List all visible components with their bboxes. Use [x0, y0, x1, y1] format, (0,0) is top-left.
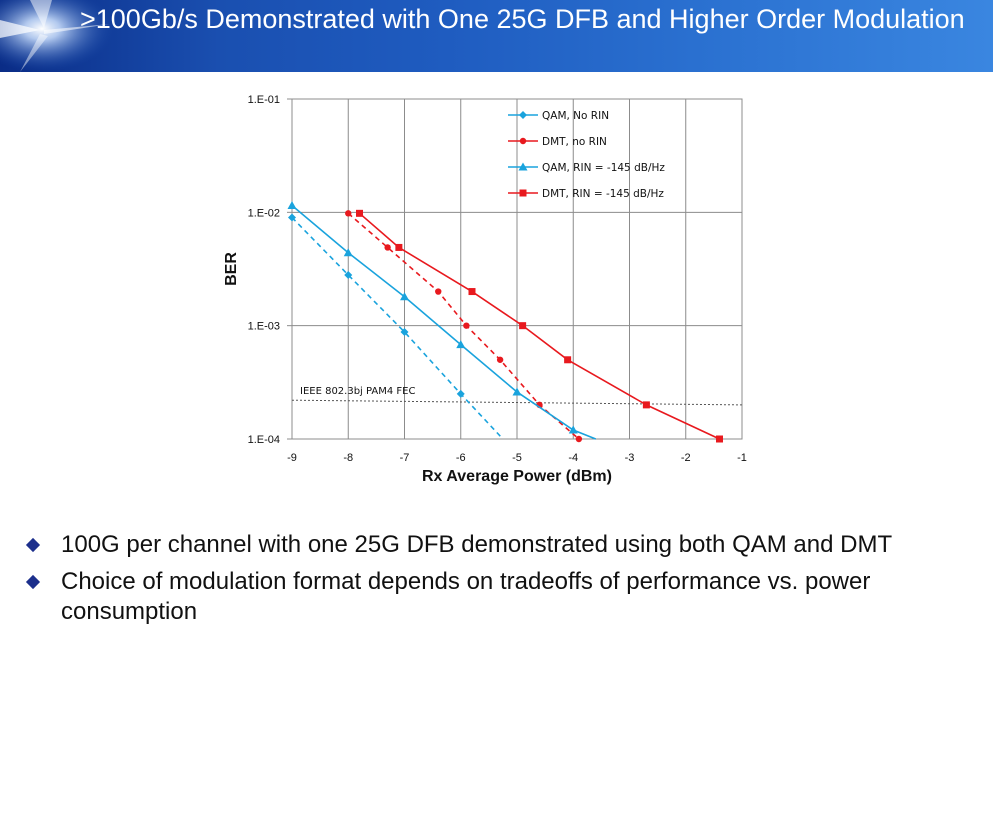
data-point — [564, 356, 572, 364]
x-tick-label: -5 — [512, 452, 522, 464]
x-tick-label: -3 — [625, 452, 635, 464]
x-tick-label: -2 — [681, 452, 691, 464]
x-tick-label: -4 — [568, 452, 578, 464]
legend-label: DMT, no RIN — [542, 136, 607, 148]
legend-marker — [519, 111, 527, 119]
chart-legend: QAM, No RIN DMT, no RIN QAM, RIN = -145 dB… — [508, 110, 665, 200]
slide-title: >100Gb/s Demonstrated with One 25G DFB a… — [80, 4, 965, 34]
data-point — [384, 244, 391, 251]
bullet-item: 100G per channel with one 25G DFB demons… — [24, 530, 984, 560]
x-tick-label: -1 — [737, 452, 747, 464]
data-point — [356, 209, 363, 217]
bullet-item: Choice of modulation format depends on t… — [24, 567, 984, 627]
fec-threshold-label: IEEE 802.3bj PAM4 FEC — [300, 386, 415, 397]
data-point — [468, 288, 476, 296]
x-axis-label: Rx Average Power (dBm) — [422, 468, 612, 485]
series-line — [291, 216, 504, 440]
chart-series — [287, 200, 723, 443]
series-2 — [287, 200, 597, 440]
series-0 — [288, 213, 504, 440]
data-point — [456, 340, 466, 349]
data-point — [463, 322, 470, 329]
fec-threshold: IEEE 802.3bj PAM4 FEC — [291, 386, 743, 406]
data-point — [642, 401, 650, 409]
data-point — [496, 356, 504, 363]
data-point — [519, 322, 527, 330]
x-tick-label: -6 — [456, 452, 466, 464]
legend-marker — [519, 189, 527, 197]
data-point — [344, 270, 353, 279]
y-tick-label: 1.E-01 — [248, 94, 280, 106]
data-point — [400, 292, 409, 301]
diamond-bullet-icon — [25, 574, 41, 590]
bullet-list: 100G per channel with one 25G DFB demons… — [24, 530, 984, 634]
data-point — [288, 213, 296, 222]
y-tick-label: 1.E-02 — [248, 207, 280, 219]
x-tick-label: -7 — [400, 452, 410, 464]
starburst-logo-icon — [0, 0, 120, 72]
tick-labels: -9 -8 -7 -6 -5 -4 -3 -2 -1 1.E-04 1.E-03 1.E-02 1.E-… — [248, 94, 747, 464]
data-point — [395, 243, 403, 251]
data-point — [343, 248, 353, 257]
legend-marker — [518, 162, 528, 171]
data-point — [716, 435, 723, 443]
data-point — [287, 200, 297, 209]
data-point — [456, 389, 465, 398]
series-3 — [356, 209, 723, 443]
y-tick-label: 1.E-04 — [248, 434, 280, 446]
title-bar: >100Gb/s Demonstrated with One 25G DFB a… — [0, 0, 993, 72]
fec-threshold-line — [291, 399, 743, 406]
chart-grid — [287, 98, 743, 440]
legend-marker — [519, 137, 527, 145]
data-point — [345, 210, 352, 217]
legend-label: DMT, RIN = -145 dB/Hz — [542, 188, 664, 200]
y-tick-label: 1.E-03 — [248, 321, 280, 333]
data-point — [400, 327, 409, 336]
diamond-bullet-icon — [25, 537, 41, 553]
ber-chart: IEEE 802.3bj PAM4 FEC -9 -8 -7 -6 -5 -4 -3 -2 -1… — [223, 94, 747, 485]
x-tick-label: -9 — [287, 452, 297, 464]
x-tick-label: -8 — [343, 452, 353, 464]
data-point — [512, 387, 522, 396]
legend-label: QAM, RIN = -145 dB/Hz — [542, 162, 665, 174]
data-point — [568, 425, 578, 434]
bullet-text: Choice of modulation format depends on t… — [61, 568, 871, 625]
bullet-text: 100G per channel with one 25G DFB demons… — [61, 531, 893, 558]
data-point — [435, 288, 442, 295]
y-axis-label: BER — [223, 252, 240, 286]
legend-label: QAM, No RIN — [542, 110, 609, 122]
data-point — [575, 435, 583, 443]
